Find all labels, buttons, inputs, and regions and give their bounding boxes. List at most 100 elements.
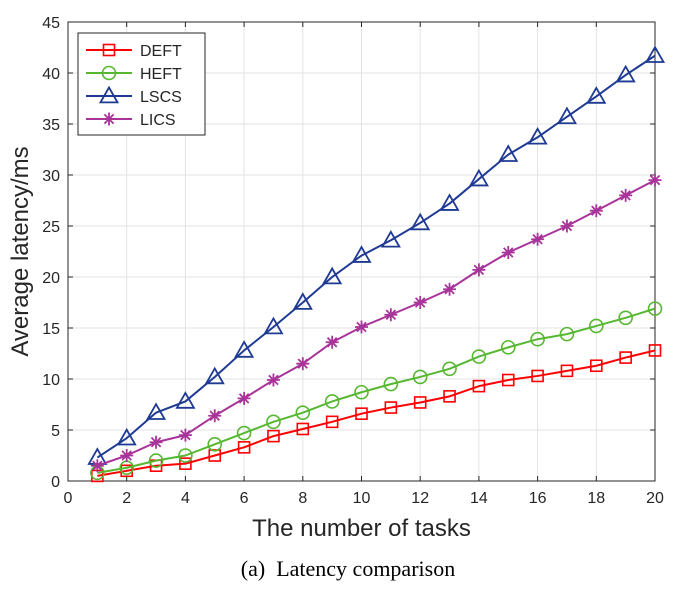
data-point-lscs xyxy=(410,212,431,231)
data-point-heft xyxy=(412,369,428,385)
data-point-lscs xyxy=(116,427,137,446)
data-point-lics xyxy=(501,246,515,260)
y-tick-label: 35 xyxy=(42,117,60,134)
x-tick-label: 20 xyxy=(646,490,664,507)
legend-item-lics: LICS xyxy=(86,112,176,129)
data-point-deft xyxy=(619,351,632,364)
data-point-deft xyxy=(384,401,398,414)
data-point-lics xyxy=(648,173,662,187)
x-tick-label: 18 xyxy=(587,490,605,507)
data-point-heft xyxy=(178,448,193,463)
data-point-deft xyxy=(501,373,515,387)
series-heft xyxy=(90,301,663,481)
data-point-lscs xyxy=(145,402,167,420)
data-point-deft xyxy=(648,344,662,357)
series-lics xyxy=(90,173,662,473)
data-point-deft xyxy=(296,422,310,436)
data-point-lics xyxy=(208,409,222,423)
data-point-lics xyxy=(560,219,574,233)
legend-label-lics: LICS xyxy=(140,112,176,129)
data-point-deft xyxy=(179,457,192,470)
legend: DEFT HEFT LSCS LICS xyxy=(77,32,206,136)
data-point-lics xyxy=(619,188,633,202)
data-point-heft xyxy=(354,384,369,400)
legend-item-lscs: LSCS xyxy=(86,85,182,106)
data-point-heft xyxy=(295,405,311,420)
data-point-heft xyxy=(207,436,223,452)
legend-marker-lscs xyxy=(98,85,120,104)
data-point-lscs xyxy=(439,193,460,211)
data-point-deft xyxy=(267,429,280,443)
y-axis-title: Average latency/ms xyxy=(7,146,34,356)
data-point-heft xyxy=(559,326,575,342)
y-tick-label: 45 xyxy=(42,15,60,32)
data-point-lics xyxy=(90,459,104,473)
data-point-lscs xyxy=(234,340,255,358)
legend-item-deft: DEFT xyxy=(86,43,182,60)
x-tick-label: 2 xyxy=(122,490,131,507)
data-point-lscs xyxy=(556,106,578,125)
series-layer xyxy=(87,45,666,483)
data-point-deft xyxy=(325,415,339,429)
data-point-lscs xyxy=(263,316,284,335)
data-point-deft xyxy=(237,441,251,454)
data-point-lics xyxy=(472,263,486,277)
series-line-lscs xyxy=(96,54,656,459)
data-point-lscs xyxy=(586,86,607,104)
data-point-heft xyxy=(236,425,252,441)
legend-label-heft: HEFT xyxy=(140,66,182,83)
legend-item-heft: HEFT xyxy=(86,65,182,83)
x-tick-label: 10 xyxy=(353,490,371,507)
data-point-heft xyxy=(588,318,604,334)
data-point-lscs xyxy=(204,366,225,385)
data-point-lscs xyxy=(292,292,313,310)
data-point-lics xyxy=(237,391,251,405)
data-point-heft xyxy=(148,453,164,468)
data-point-lscs xyxy=(380,229,401,248)
data-point-lscs xyxy=(527,126,548,145)
y-tick-label: 5 xyxy=(51,423,60,440)
data-point-lics xyxy=(266,373,280,387)
data-point-heft xyxy=(618,310,633,326)
data-point-heft xyxy=(471,349,487,364)
data-point-deft xyxy=(443,390,456,403)
data-point-heft xyxy=(324,394,340,409)
legend-label-lscs: LSCS xyxy=(140,89,182,106)
figure-caption: (a) Latency comparison xyxy=(241,556,455,581)
data-point-lscs xyxy=(615,64,636,83)
data-point-lics xyxy=(589,204,603,218)
data-point-lics xyxy=(355,320,368,334)
y-tick-label: 30 xyxy=(42,168,60,185)
data-point-lics xyxy=(296,357,310,371)
y-tick-label: 10 xyxy=(42,372,60,389)
y-tick-label: 40 xyxy=(42,66,60,83)
data-point-lics xyxy=(531,232,545,246)
x-tick-label: 0 xyxy=(64,490,73,507)
data-point-deft xyxy=(589,359,603,373)
data-point-deft xyxy=(531,369,544,383)
data-point-deft xyxy=(355,407,368,420)
data-point-lics xyxy=(178,428,192,442)
series-line-heft xyxy=(97,307,656,474)
legend-marker-deft xyxy=(102,43,116,57)
data-point-deft xyxy=(472,379,486,393)
data-point-lscs xyxy=(175,391,196,409)
data-point-lics xyxy=(325,335,339,349)
y-tick-label: 20 xyxy=(42,270,60,287)
x-tick-label: 16 xyxy=(529,490,547,507)
data-point-deft xyxy=(413,396,427,409)
y-tick-label: 15 xyxy=(42,321,60,338)
legend-marker-heft xyxy=(101,65,117,81)
data-point-lscs xyxy=(351,245,372,263)
y-tick-label: 0 xyxy=(51,474,60,491)
x-tick-label: 6 xyxy=(240,490,249,507)
data-point-lscs xyxy=(322,266,343,285)
data-point-lics xyxy=(120,449,134,462)
data-point-heft xyxy=(442,361,457,377)
legend-label-deft: DEFT xyxy=(140,43,182,60)
x-tick-label: 4 xyxy=(181,490,190,507)
x-axis-title: The number of tasks xyxy=(252,515,471,542)
data-point-heft xyxy=(266,414,281,430)
y-tick-label: 25 xyxy=(42,219,60,236)
